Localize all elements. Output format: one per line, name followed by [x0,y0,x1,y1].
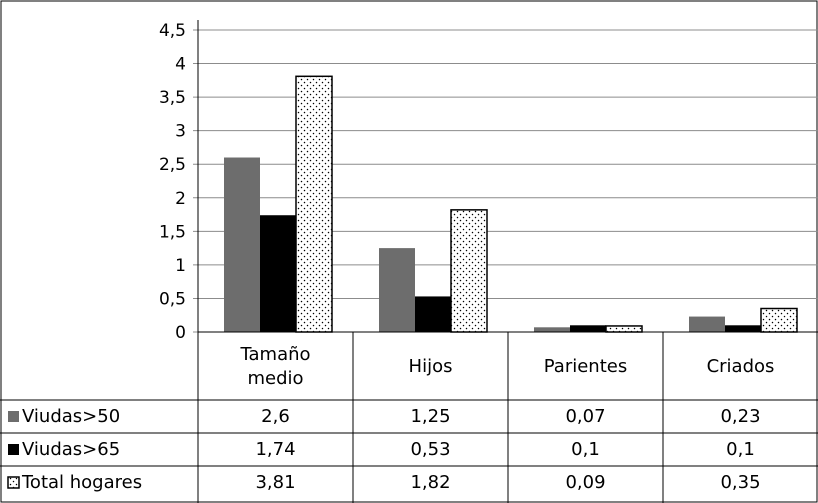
table-cell-value: 1,82 [410,472,450,493]
bar-viudas-65-2 [570,325,606,332]
y-tick-label: 1 [175,256,186,276]
y-tick-label: 0,5 [159,289,186,309]
table-cell-value: 0,35 [720,472,760,493]
table-cell-value: 0,09 [565,472,605,493]
bar-viudas-50-2 [534,327,570,332]
category-label: Parientes [544,356,627,377]
table-cell-value: 3,81 [255,472,295,493]
bar-viudas-65-3 [725,325,761,332]
category-label: Hijos [409,356,453,377]
legend-swatch [8,411,19,422]
bar-viudas-50-1 [379,248,415,332]
y-tick-label: 3,5 [159,88,186,108]
bar-viudas-65-0 [260,215,296,332]
bar-total-hogares-0 [295,75,333,333]
legend-swatch [7,476,20,489]
legend-series-name: Viudas>65 [22,439,120,460]
category-label: medio [247,368,303,389]
y-tick-label: 1,5 [159,222,186,242]
bar-total-hogares-3 [760,307,798,333]
bar-total-hogares-1 [450,209,488,333]
table-cell-value: 1,25 [410,406,450,427]
table-cell-value: 2,6 [261,406,290,427]
legend-swatch [8,444,19,455]
y-tick-label: 2,5 [159,155,186,175]
category-label: Criados [707,356,775,377]
bar-viudas-50-3 [689,316,725,332]
table-cell-value: 0,23 [720,406,760,427]
table-cell-value: 0,07 [565,406,605,427]
y-tick-label: 0 [175,323,186,343]
category-label: Tamaño [239,344,310,365]
y-tick-label: 3 [175,122,186,142]
y-axis-tick-labels: 0 0,5 1 1,5 2 2,5 3 3,5 4 4,5 [159,21,186,343]
table-cell-value: 0,53 [410,439,450,460]
table-cell-value: 0,1 [571,439,600,460]
legend-series-name: Viudas>50 [22,406,120,427]
y-tick-label: 4,5 [159,21,186,41]
bar-viudas-50-0 [224,157,260,332]
y-tick-label: 2 [175,189,186,209]
y-tick-label: 4 [175,55,186,75]
data-table: Tamaño medio Hijos Parientes Criados Viudas>5… [0,331,818,503]
table-cell-value: 0,1 [726,439,755,460]
bar-viudas-65-1 [415,296,451,332]
legend-series-name: Total hogares [21,472,142,493]
bar-total-hogares-2 [605,325,643,333]
bars [224,75,798,333]
table-cell-value: 1,74 [255,439,295,460]
